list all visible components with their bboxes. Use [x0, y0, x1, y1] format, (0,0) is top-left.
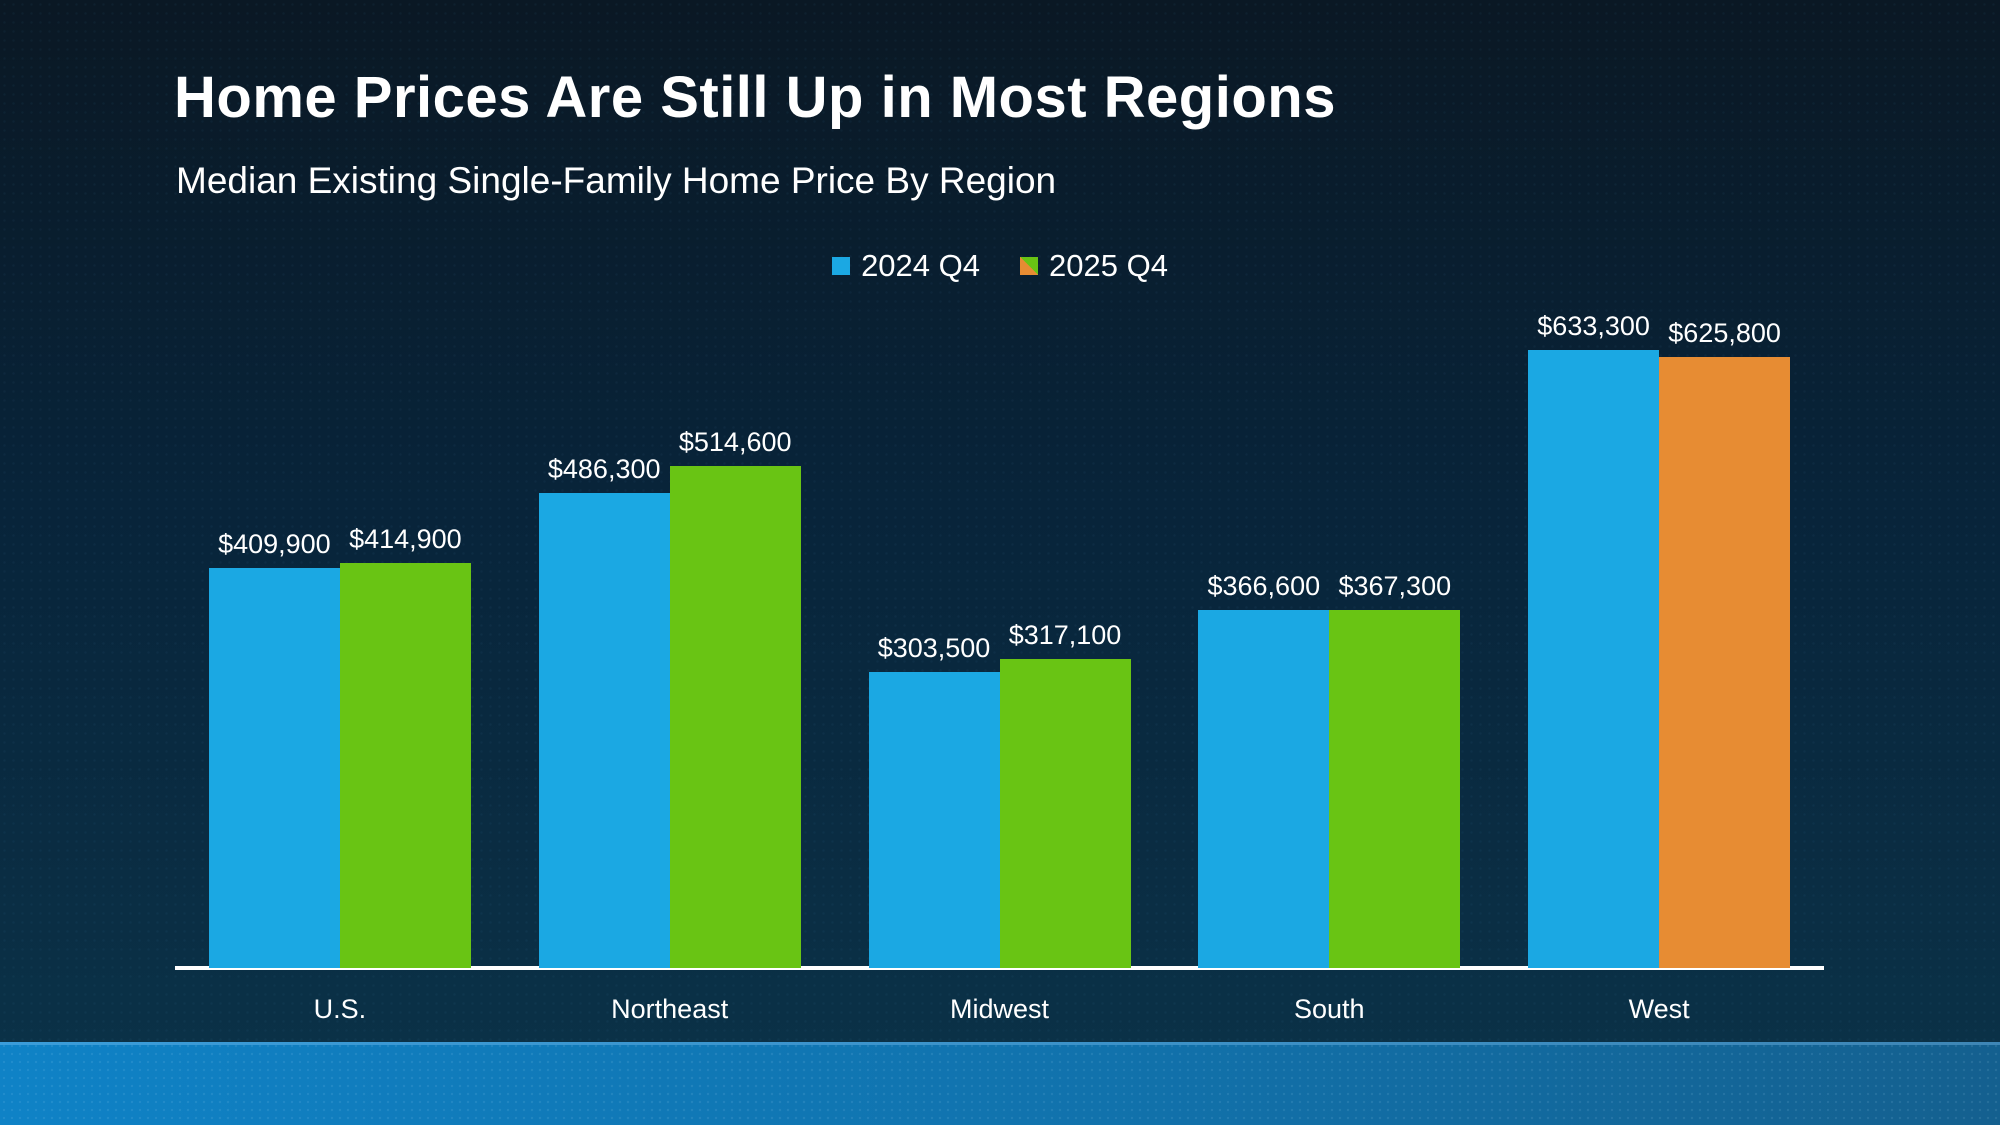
bar-2024-q4-midwest: [868, 672, 1000, 968]
value-label-2025-q4-u-s: $414,900: [349, 524, 462, 554]
category-label-south: South: [1294, 994, 1365, 1024]
value-label-2024-q4-northeast: $486,300: [547, 454, 661, 484]
bar-2024-q4-west: [1528, 350, 1660, 968]
value-label-2024-q4-midwest: $303,500: [877, 633, 991, 663]
page-title: Home Prices Are Still Up in Most Regions: [174, 65, 1336, 130]
legend-label-2024-q4: 2024 Q4: [861, 248, 980, 283]
bar-2024-q4-south: [1198, 610, 1330, 968]
category-label-midwest: Midwest: [949, 994, 1050, 1024]
category-label-u-s: U.S.: [313, 994, 367, 1024]
bar-2025-q4-west: [1659, 357, 1791, 968]
value-label-2025-q4-midwest: $317,100: [1008, 620, 1122, 650]
legend-item-2025-q4: 2025 Q4: [1020, 248, 1168, 284]
category-label-west: West: [1628, 994, 1690, 1024]
value-label-2024-q4-south: $366,600: [1207, 571, 1321, 601]
bar-2024-q4-u-s: [208, 568, 340, 968]
value-label-2024-q4-u-s: $409,900: [218, 529, 331, 559]
value-label-2025-q4-south: $367,300: [1338, 571, 1452, 601]
value-label-2024-q4-west: $633,300: [1537, 311, 1650, 341]
legend-item-2024-q4: 2024 Q4: [832, 248, 980, 284]
chart-legend: 2024 Q4 2025 Q4: [0, 248, 2000, 284]
legend-swatch-2025-q4-icon: [1020, 257, 1038, 275]
footer-band: Source: NAR: [0, 1042, 2000, 1125]
value-label-2025-q4-west: $625,800: [1668, 318, 1781, 348]
legend-label-2025-q4: 2025 Q4: [1049, 248, 1168, 283]
category-label-northeast: Northeast: [611, 994, 729, 1024]
x-axis-line: [175, 966, 1824, 970]
bar-2025-q4-south: [1329, 610, 1461, 968]
bar-2025-q4-u-s: [339, 563, 471, 968]
bar-2025-q4-midwest: [999, 659, 1131, 968]
legend-swatch-2024-q4-icon: [832, 257, 851, 275]
bar-2025-q4-northeast: [669, 466, 801, 968]
bar-2024-q4-northeast: [538, 493, 670, 968]
page-subtitle: Median Existing Single-Family Home Price…: [176, 160, 1057, 201]
value-label-2025-q4-northeast: $514,600: [678, 427, 792, 457]
